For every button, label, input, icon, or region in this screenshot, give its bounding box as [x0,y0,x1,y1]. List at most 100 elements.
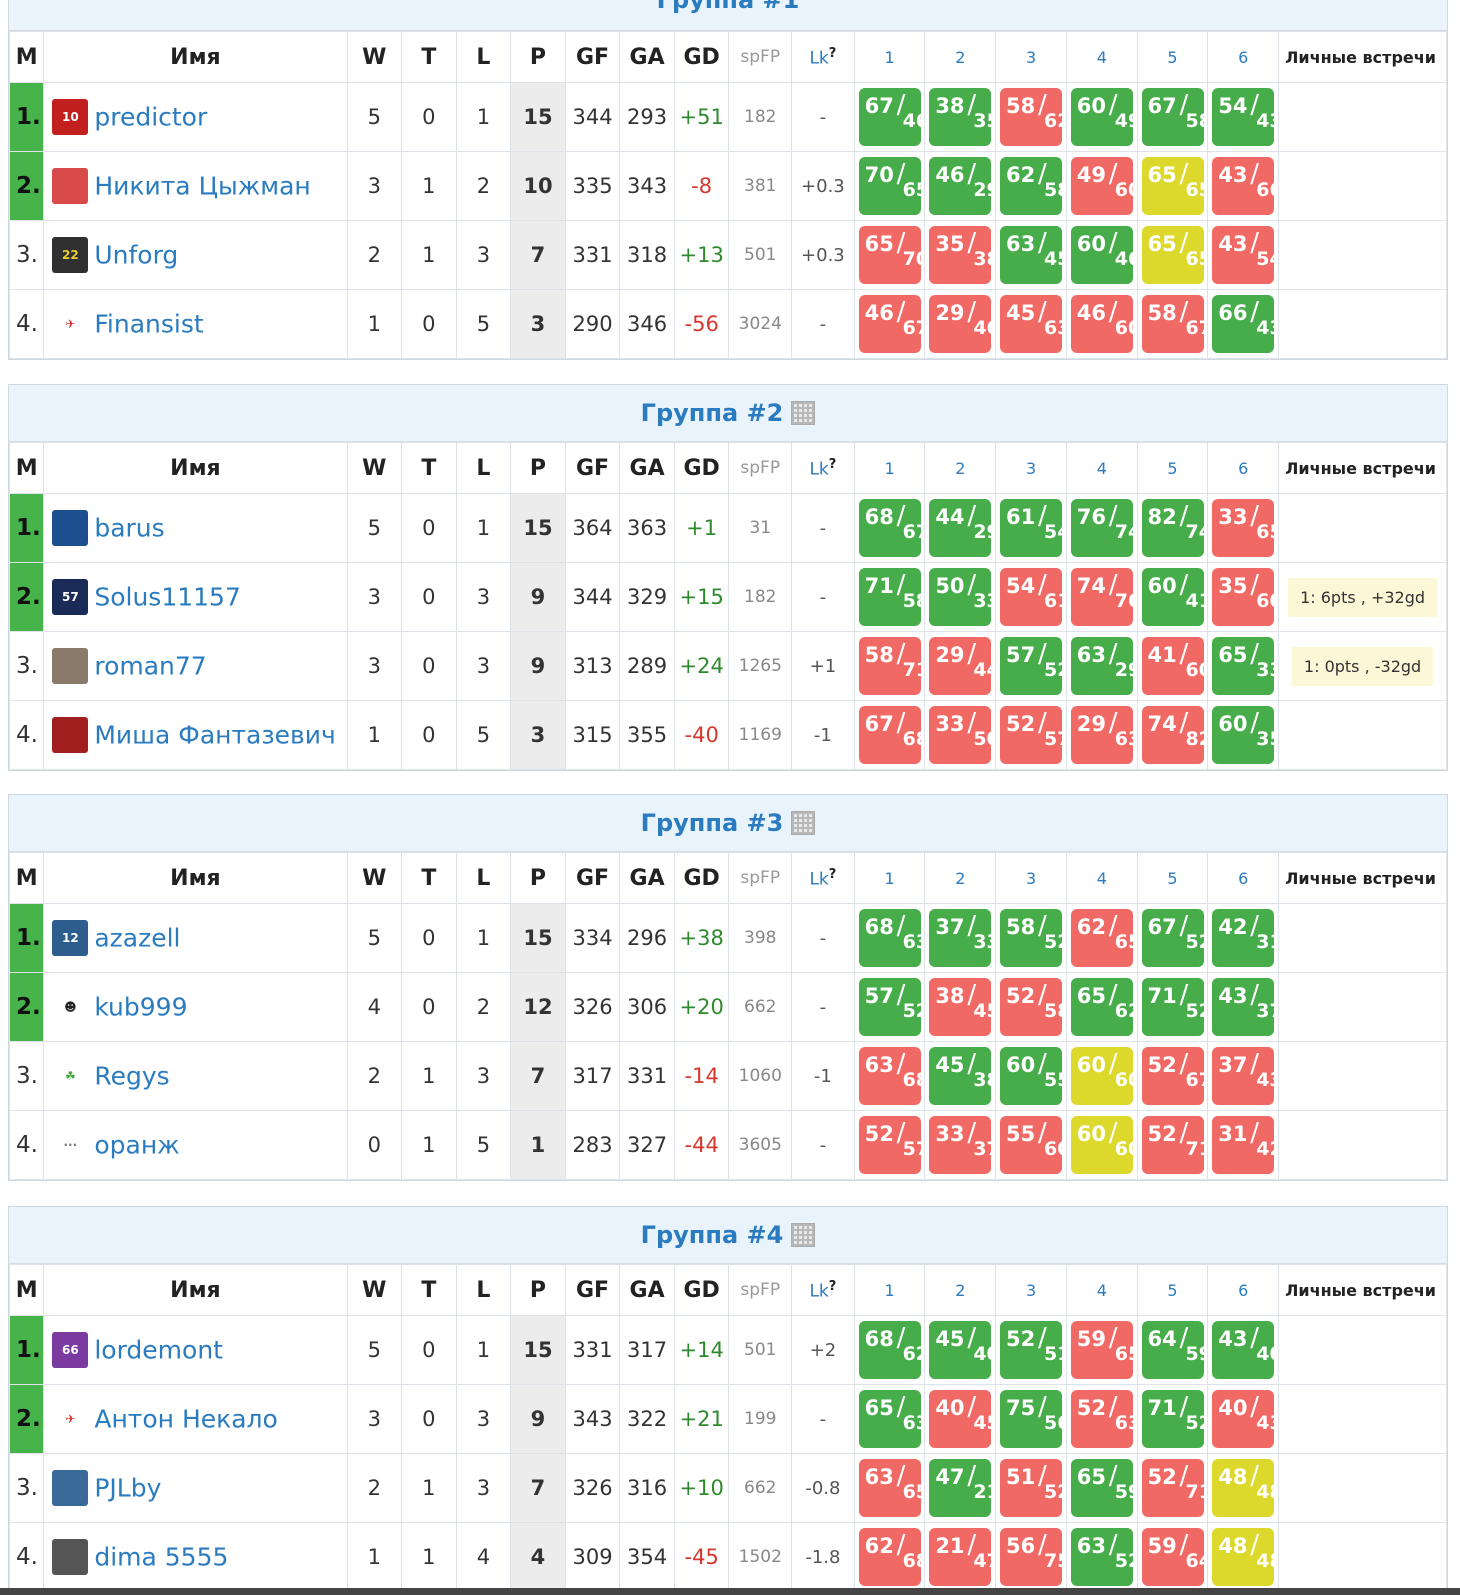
match-score[interactable]: 29/46 [929,295,995,353]
match-score[interactable]: 63/52 [1070,1528,1136,1586]
match-score[interactable]: 56/75 [1000,1528,1065,1586]
col-l[interactable]: L [455,852,512,904]
col-p[interactable]: P [510,442,566,494]
match-score[interactable]: 43/66 [1212,157,1278,215]
match-score[interactable]: 61/54 [1000,499,1065,557]
match-score[interactable]: 75/56 [1000,1390,1065,1448]
match-score[interactable]: 52/51 [1000,1321,1065,1379]
col-t[interactable]: T [401,31,457,83]
col-round-3[interactable]: 3 [995,852,1067,904]
col-lk[interactable]: Lk? [791,852,855,904]
col-spfp[interactable]: spFP [728,442,793,494]
col-w[interactable]: W [346,852,403,904]
col-round-5[interactable]: 5 [1136,442,1209,494]
number-badge-icon[interactable]: 22 [52,237,89,273]
match-score[interactable]: 48/48 [1212,1528,1278,1586]
match-score[interactable]: 67/58 [1141,88,1207,146]
match-score[interactable]: 65/65 [1141,226,1207,284]
col-ga[interactable]: GA [619,31,675,83]
col-round-1[interactable]: 1 [853,442,926,494]
player-name-link[interactable]: lordemont [94,1335,223,1365]
match-score[interactable]: 65/63 [858,1390,924,1448]
match-score[interactable]: 60/41 [1141,568,1207,626]
match-score[interactable]: 54/43 [1212,88,1278,146]
col-round-2[interactable]: 2 [924,852,997,904]
match-score[interactable]: 64/59 [1141,1321,1207,1379]
col-round-3[interactable]: 3 [995,442,1067,494]
crest-icon[interactable] [52,1470,89,1506]
match-score[interactable]: 29/63 [1070,706,1136,764]
col-gf[interactable]: GF [564,1264,621,1316]
match-score[interactable]: 46/67 [858,295,924,353]
match-score[interactable]: 63/45 [1000,226,1065,284]
match-score[interactable]: 82/74 [1141,499,1207,557]
match-score[interactable]: 52/67 [1141,1047,1207,1105]
match-score[interactable]: 47/21 [929,1459,995,1517]
col-spfp[interactable]: spFP [728,1264,793,1316]
col-round-6[interactable]: 6 [1207,31,1280,83]
ninja-icon[interactable]: ☻ [52,989,89,1025]
match-score[interactable]: 52/71 [1141,1459,1207,1517]
match-score[interactable]: 45/38 [929,1047,995,1105]
match-score[interactable]: 65/59 [1070,1459,1136,1517]
match-score[interactable]: 52/58 [1000,978,1065,1036]
match-score[interactable]: 37/43 [1212,1047,1278,1105]
col-round-1[interactable]: 1 [853,1264,926,1316]
col-gd[interactable]: GD [673,852,730,904]
help-icon[interactable]: ? [828,456,837,472]
col-name[interactable]: Имя [43,1264,348,1316]
match-score[interactable]: 65/70 [858,226,924,284]
match-score[interactable]: 71/52 [1141,978,1207,1036]
player-name-link[interactable]: Finansist [94,309,204,339]
col-name[interactable]: Имя [43,442,348,494]
match-score[interactable]: 41/60 [1141,637,1207,695]
col-p[interactable]: P [510,31,566,83]
player-name-link[interactable]: Regys [94,1061,170,1091]
match-score[interactable]: 63/65 [858,1459,924,1517]
match-score[interactable]: 46/60 [1070,295,1136,353]
match-score[interactable]: 62/68 [858,1528,924,1586]
match-score[interactable]: 60/49 [1070,88,1136,146]
match-score[interactable]: 60/60 [1070,1047,1136,1105]
match-score[interactable]: 71/52 [1141,1390,1207,1448]
match-score[interactable]: 45/40 [929,1321,995,1379]
col-l[interactable]: L [455,31,512,83]
match-score[interactable]: 67/68 [858,706,924,764]
player-name-link[interactable]: оранж [94,1130,180,1160]
col-l[interactable]: L [455,1264,512,1316]
col-lk[interactable]: Lk? [791,442,855,494]
match-score[interactable]: 33/37 [929,1116,995,1174]
match-score[interactable]: 58/52 [1000,909,1065,967]
col-l[interactable]: L [455,442,512,494]
match-score[interactable]: 67/46 [858,88,924,146]
match-score[interactable]: 68/62 [858,1321,924,1379]
col-round-4[interactable]: 4 [1065,31,1138,83]
player-name-link[interactable]: Миша Фантазевич [94,720,336,750]
ten-logo-icon[interactable]: 10 [52,99,89,135]
match-score[interactable]: 57/52 [1000,637,1065,695]
match-score[interactable]: 52/63 [1070,1390,1136,1448]
col-name[interactable]: Имя [43,31,348,83]
col-gf[interactable]: GF [564,442,621,494]
col-round-4[interactable]: 4 [1065,852,1138,904]
player-name-link[interactable]: azazell [94,923,181,953]
col-lk[interactable]: Lk? [791,1264,855,1316]
match-score[interactable]: 48/48 [1212,1459,1278,1517]
shield-logo-icon[interactable] [52,510,89,546]
col-round-5[interactable]: 5 [1136,852,1209,904]
player-name-link[interactable]: predictor [94,102,208,132]
col-gd[interactable]: GD [673,31,730,83]
col-name[interactable]: Имя [43,852,348,904]
player-name-link[interactable]: Solus11157 [94,582,241,612]
match-score[interactable]: 51/52 [1000,1459,1065,1517]
match-score[interactable]: 67/52 [1141,909,1207,967]
col-round-3[interactable]: 3 [995,31,1067,83]
anime-avatar-icon[interactable] [52,168,89,204]
match-score[interactable]: 42/31 [1212,909,1278,967]
player-name-link[interactable]: Антон Некало [94,1404,278,1434]
match-score[interactable]: 58/62 [1000,88,1065,146]
match-score[interactable]: 58/71 [858,637,924,695]
match-score[interactable]: 43/40 [1212,1321,1278,1379]
jersey-66-icon[interactable]: 66 [52,1332,89,1368]
match-score[interactable]: 62/58 [1000,157,1065,215]
